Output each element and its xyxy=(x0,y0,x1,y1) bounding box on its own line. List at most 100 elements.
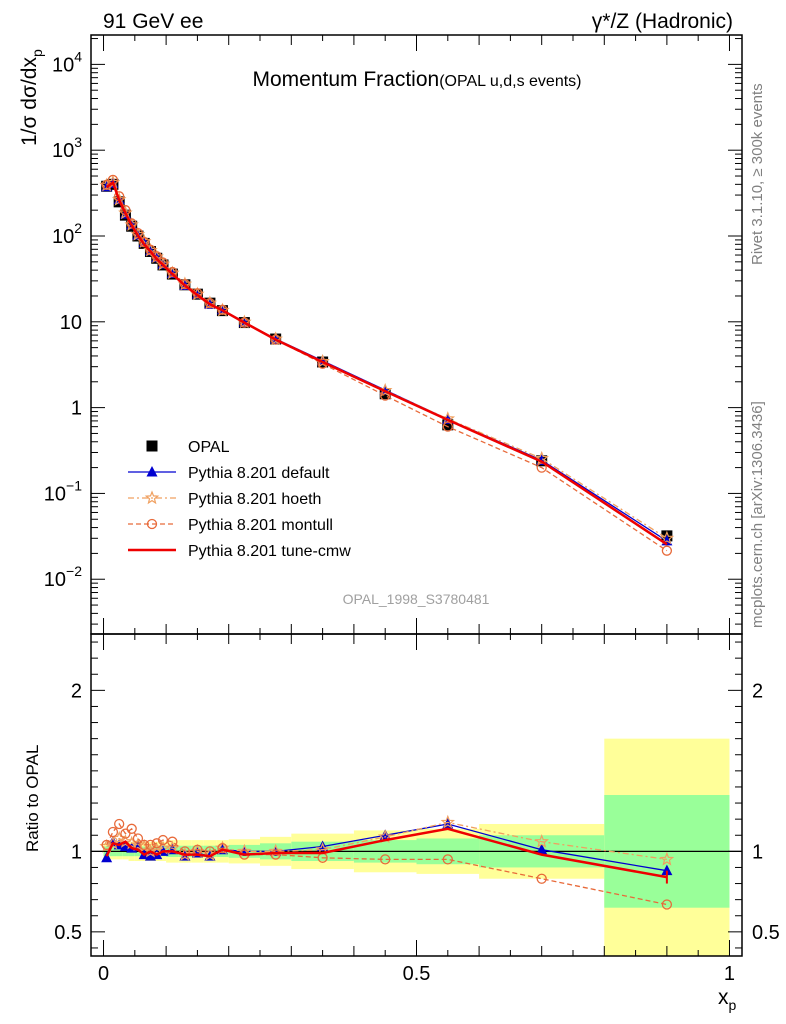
header-left: 91 GeV ee xyxy=(103,10,203,33)
ratio-ylabel: Ratio to OPAL xyxy=(23,745,42,852)
ratio-ytick-label-left: 1 xyxy=(71,841,82,863)
legend-label-opal: OPAL xyxy=(188,439,230,456)
side-label-rivet: Rivet 3.1.10, ≥ 300k events xyxy=(749,83,766,265)
main-point-pythia-8-201-montull xyxy=(167,266,178,278)
ratio-point-pythia-8-201-montull xyxy=(132,833,144,844)
ratio-point-pythia-8-201-hoeth xyxy=(130,837,146,852)
legend-label-pythia-8-201-default: Pythia 8.201 default xyxy=(188,465,330,482)
ratio-ytick-label-left: 0.5 xyxy=(54,922,82,944)
ratio-point-pythia-8-201-montull xyxy=(217,842,228,854)
main-point-pythia-8-201-montull xyxy=(157,257,169,268)
ratio-point-pythia-8-201-default xyxy=(536,843,548,855)
ratio-point-pythia-8-201-montull xyxy=(536,873,547,884)
xlabel-subscript: p xyxy=(729,997,737,1013)
title-text: Momentum Fraction xyxy=(252,68,439,91)
main-point-opal xyxy=(442,419,454,431)
ratio-point-pythia-8-201-hoeth xyxy=(659,851,675,866)
ratio-point-pythia-8-201-default xyxy=(101,851,113,863)
ratio-ytick-label-left: 2 xyxy=(71,680,82,702)
main-ytick-label: 103 xyxy=(52,134,82,162)
main-ylabel: 1/σ dσ/dxp xyxy=(18,49,45,146)
main-point-pythia-8-201-montull xyxy=(204,297,216,309)
ratio-line-pythia-8-201-montull xyxy=(106,822,668,906)
main-line-pythia-8-201-default xyxy=(106,182,668,542)
ratio-point-pythia-8-201-montull xyxy=(442,854,453,865)
legend-label-pythia-8-201-hoeth: Pythia 8.201 hoeth xyxy=(188,491,321,508)
main-ytick-label-base: 10 xyxy=(52,54,74,76)
ratio-point-pythia-8-201-default xyxy=(661,864,673,876)
ratio-point-pythia-8-201-hoeth xyxy=(149,842,164,856)
ratio-ytick-label-right: 2 xyxy=(752,680,763,702)
ratio-point-pythia-8-201-hoeth xyxy=(124,835,139,850)
main-ylabel-text: 1/σ dσ/dx xyxy=(18,57,41,146)
ratio-point-pythia-8-201-montull xyxy=(145,839,156,851)
legend-marker-opal xyxy=(146,440,158,452)
main-ytick-label-exp: 2 xyxy=(74,220,82,236)
main-ytick-label-exp: −2 xyxy=(66,563,82,579)
ratio-point-pythia-8-201-montull xyxy=(126,823,137,834)
subtitle-text: (OPAL u,d,s events) xyxy=(439,73,581,90)
ratio-point-pythia-8-201-montull xyxy=(270,849,281,860)
ratio-point-pythia-8-201-montull xyxy=(139,839,150,851)
header-right: γ*/Z (Hadronic) xyxy=(592,10,733,33)
main-point-pythia-8-201-montull xyxy=(139,236,150,248)
main-ytick-label-exp: 3 xyxy=(74,134,82,150)
legend-label-pythia-8-201-tune-cmw: Pythia 8.201 tune-cmw xyxy=(188,543,351,560)
ratio-bands xyxy=(91,738,742,956)
ratio-point-pythia-8-201-montull xyxy=(151,838,162,849)
ratio-axis-ticks: 0.5 0.5 1 1 2 2 0 0.5 1 xyxy=(54,634,780,985)
main-title: Momentum Fraction(OPAL u,d,s events) xyxy=(252,68,581,91)
main-ytick-label-base: 10 xyxy=(52,226,74,248)
main-ytick-label-base: 1 xyxy=(71,398,82,420)
main-point-pythia-8-201-montull xyxy=(126,218,137,229)
ratio-point-pythia-8-201-hoeth xyxy=(118,834,133,848)
ratio-line-pythia-8-201-tune-cmw xyxy=(105,827,668,879)
main-point-pythia-8-201-montull xyxy=(151,251,162,262)
main-ytick-label-base: 10 xyxy=(52,140,74,162)
ratio-point-pythia-8-201-montull xyxy=(107,826,119,838)
main-ytick-label-base: 10 xyxy=(60,312,82,334)
xlabel-text: x xyxy=(718,986,729,1009)
main-ytick-label: 10−2 xyxy=(44,563,82,591)
main-ytick-label-exp: 4 xyxy=(74,48,82,64)
main-ytick-label-base: 10 xyxy=(44,483,66,505)
main-point-pythia-8-201-hoeth xyxy=(659,530,675,545)
legend-marker-pythia-8-201-default xyxy=(146,466,158,477)
legend-label-pythia-8-201-montull: Pythia 8.201 montull xyxy=(188,517,333,534)
main-point-pythia-8-201-montull xyxy=(192,288,203,299)
ratio-xlabel: xp xyxy=(718,986,737,1013)
main-ytick-label: 102 xyxy=(52,220,82,248)
main-ytick-label: 10−1 xyxy=(44,477,82,505)
side-label-mcplots: mcplots.cern.ch [arXiv:1306.3436] xyxy=(749,401,766,628)
ratio-point-pythia-8-201-montull xyxy=(114,818,125,830)
ratio-xtick-label: 0 xyxy=(98,963,109,985)
main-ytick-label: 1 xyxy=(71,398,82,420)
ratio-point-pythia-8-201-montull xyxy=(380,854,391,865)
main-point-pythia-8-201-montull xyxy=(239,317,250,328)
main-ylabel-subscript: p xyxy=(29,49,45,57)
ratio-ytick-label-right: 0.5 xyxy=(752,922,780,944)
ratio-point-pythia-8-201-hoeth xyxy=(440,814,456,829)
legend: OPAL Pythia 8.201 default Pythia 8.201 hoe… xyxy=(128,439,351,560)
legend-marker-pythia-8-201-montull xyxy=(146,518,158,530)
ratio-xtick-label: 0.5 xyxy=(403,963,431,985)
ratio-ytick-label-right: 1 xyxy=(752,841,763,863)
main-ytick-label: 104 xyxy=(52,48,82,76)
main-ytick-label-base: 10 xyxy=(44,569,66,591)
main-point-pythia-8-201-montull xyxy=(661,545,673,556)
main-line-pythia-8-201-hoeth xyxy=(106,181,668,539)
ratio-point-pythia-8-201-default xyxy=(317,840,329,852)
ratio-xtick-label: 1 xyxy=(724,963,735,985)
ratio-marks xyxy=(99,814,675,910)
main-point-pythia-8-201-montull xyxy=(145,244,156,255)
main-ytick-label-exp: −1 xyxy=(66,477,82,493)
ratio-panel: 0.5 0.5 1 1 2 2 0 0.5 1 Ratio to OPAL xp xyxy=(23,633,780,1013)
main-point-pythia-8-201-montull xyxy=(179,278,191,290)
main-marks xyxy=(99,174,675,556)
ratio-point-pythia-8-201-montull xyxy=(661,899,673,910)
watermark: OPAL_1998_S3780481 xyxy=(343,591,490,607)
legend-marker-pythia-8-201-hoeth xyxy=(144,490,160,505)
ratio-point-pythia-8-201-montull xyxy=(167,836,178,847)
